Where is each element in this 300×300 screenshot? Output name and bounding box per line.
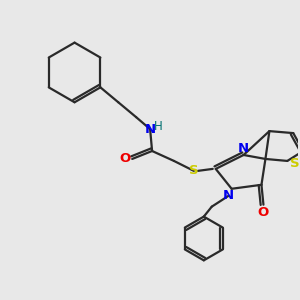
Text: H: H [154,120,162,133]
Text: S: S [290,158,300,170]
Text: O: O [120,152,131,165]
Text: N: N [145,123,156,136]
Text: S: S [189,164,199,177]
Text: O: O [258,206,269,219]
Text: N: N [238,142,249,154]
Text: N: N [223,189,234,202]
